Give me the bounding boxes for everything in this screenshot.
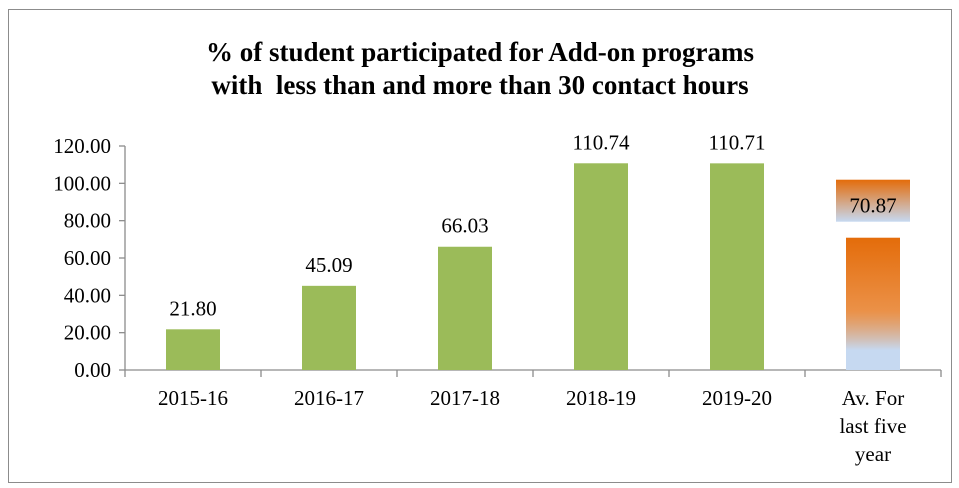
y-axis: 0.00 20.00 40.00 60.00 80.00 100.00 120.00 bbox=[53, 134, 126, 382]
category-label: 2019-20 bbox=[702, 386, 772, 410]
chart-title: % of student participated for Add-on pro… bbox=[205, 37, 755, 100]
bar bbox=[438, 246, 492, 370]
chart-plot: 0.00 20.00 40.00 60.00 80.00 100.00 120.00 201… bbox=[53, 130, 942, 466]
category-label: 2018-19 bbox=[566, 386, 636, 410]
data-labels: 21.80 45.09 66.03 110.74 110.71 70.87 bbox=[169, 130, 910, 320]
category-label: 2016-17 bbox=[294, 386, 364, 410]
bar bbox=[302, 285, 356, 370]
value-label: 66.03 bbox=[441, 214, 488, 238]
bars bbox=[166, 163, 900, 370]
y-tick-label: 120.00 bbox=[53, 134, 111, 158]
y-tick-label: 60.00 bbox=[64, 246, 111, 270]
bar bbox=[574, 163, 628, 370]
bar-average bbox=[846, 237, 900, 370]
x-axis: 2015-16 2016-17 2017-18 2018-19 2019-20 Av. F… bbox=[124, 369, 942, 466]
value-label-box bbox=[836, 179, 910, 222]
bar bbox=[710, 163, 764, 370]
y-tick-label: 20.00 bbox=[64, 321, 111, 345]
y-tick-label: 100.00 bbox=[53, 171, 111, 195]
y-tick-label: 80.00 bbox=[64, 209, 111, 233]
y-tick-label: 0.00 bbox=[74, 358, 111, 382]
value-label: 110.74 bbox=[573, 130, 630, 154]
category-label: 2017-18 bbox=[430, 386, 500, 410]
category-label: 2015-16 bbox=[158, 386, 228, 410]
chart-frame: % of student participated for Add-on pro… bbox=[8, 9, 952, 483]
category-label: Av. For last five year bbox=[839, 386, 906, 466]
value-label: 45.09 bbox=[305, 253, 352, 277]
value-label: 110.71 bbox=[709, 130, 766, 154]
value-label: 21.80 bbox=[169, 296, 216, 320]
y-tick-label: 40.00 bbox=[64, 283, 111, 307]
value-label: 70.87 bbox=[849, 194, 896, 218]
bar bbox=[166, 329, 220, 370]
